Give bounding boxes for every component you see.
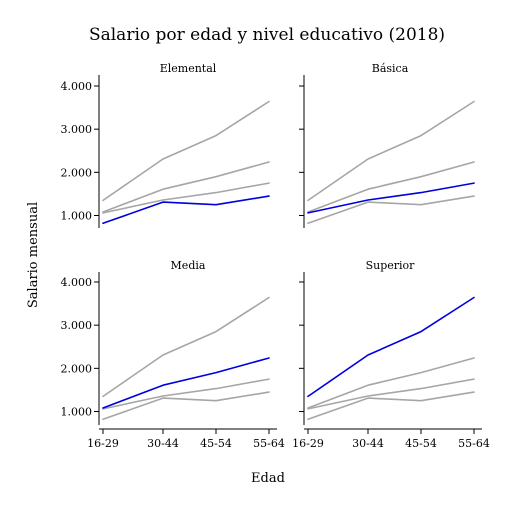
- chart-title: Salario por edad y nivel educativo (2018…: [89, 25, 445, 45]
- panel-4: Superior 16-29 30-44 45-54 55-64: [292, 259, 490, 450]
- y-axis-title: Salario mensual: [26, 202, 41, 308]
- x-tick-label: 55-64: [253, 437, 285, 450]
- series-line-superior: [102, 100, 270, 202]
- y-tick-label: 3.000: [61, 123, 93, 136]
- x-tick-label: 30-44: [352, 437, 384, 450]
- x-axis-title: Edad: [251, 471, 285, 486]
- series-line-media: [102, 161, 270, 213]
- y-tick-label: 2.000: [61, 166, 93, 179]
- x-tick-label: 45-54: [405, 437, 437, 450]
- series-line-superior: [307, 100, 475, 202]
- panel-3: Media 1.000 2.000 3.000 4.000 16-29 30-44 45-54…: [61, 259, 285, 450]
- panel-title: Media: [171, 259, 206, 272]
- series-line-media: [102, 357, 270, 409]
- panel-1: Elemental 1.000 2.000 3.000 4.000: [61, 62, 270, 228]
- panels-group: Elemental 1.000 2.000 3.000 4.000 Básica Media…: [61, 62, 490, 450]
- series-line-superior: [102, 296, 270, 398]
- series-line-media: [307, 161, 475, 213]
- panel-title: Superior: [366, 259, 416, 272]
- series-line-superior: [307, 296, 475, 398]
- x-tick-label: 16-29: [292, 437, 324, 450]
- series-line-básica: [102, 378, 270, 410]
- series-line-elemental: [307, 195, 475, 225]
- x-tick-label: 45-54: [200, 437, 232, 450]
- panel-2: Básica: [299, 62, 475, 228]
- x-tick-label: 55-64: [458, 437, 490, 450]
- series-line-elemental: [102, 391, 270, 421]
- x-tick-label: 16-29: [87, 437, 119, 450]
- series-line-elemental: [102, 195, 270, 225]
- series-line-básica: [307, 182, 475, 214]
- y-tick-label: 4.000: [61, 276, 93, 289]
- y-tick-label: 3.000: [61, 319, 93, 332]
- y-tick-label: 2.000: [61, 362, 93, 375]
- y-tick-label: 4.000: [61, 80, 93, 93]
- series-line-media: [307, 357, 475, 409]
- panel-title: Básica: [372, 62, 409, 75]
- series-line-elemental: [307, 391, 475, 421]
- panel-title: Elemental: [160, 62, 217, 75]
- y-tick-label: 1.000: [61, 406, 93, 419]
- y-tick-label: 1.000: [61, 210, 93, 223]
- series-line-básica: [307, 378, 475, 410]
- x-tick-label: 30-44: [147, 437, 179, 450]
- series-line-básica: [102, 182, 270, 214]
